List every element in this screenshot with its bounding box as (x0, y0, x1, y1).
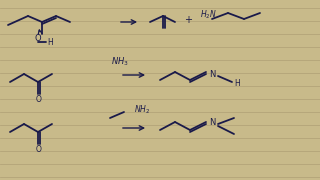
Text: O: O (36, 94, 42, 103)
Text: $NH_3$: $NH_3$ (111, 56, 129, 68)
Text: $NH_2$: $NH_2$ (134, 104, 150, 116)
Text: H: H (47, 37, 53, 46)
Text: +: + (184, 15, 192, 25)
Text: N: N (209, 69, 215, 78)
Text: $H_2N$: $H_2N$ (200, 9, 217, 21)
Text: N: N (209, 118, 215, 127)
Text: O: O (36, 145, 42, 154)
Text: O: O (35, 33, 41, 42)
Text: H: H (234, 78, 240, 87)
